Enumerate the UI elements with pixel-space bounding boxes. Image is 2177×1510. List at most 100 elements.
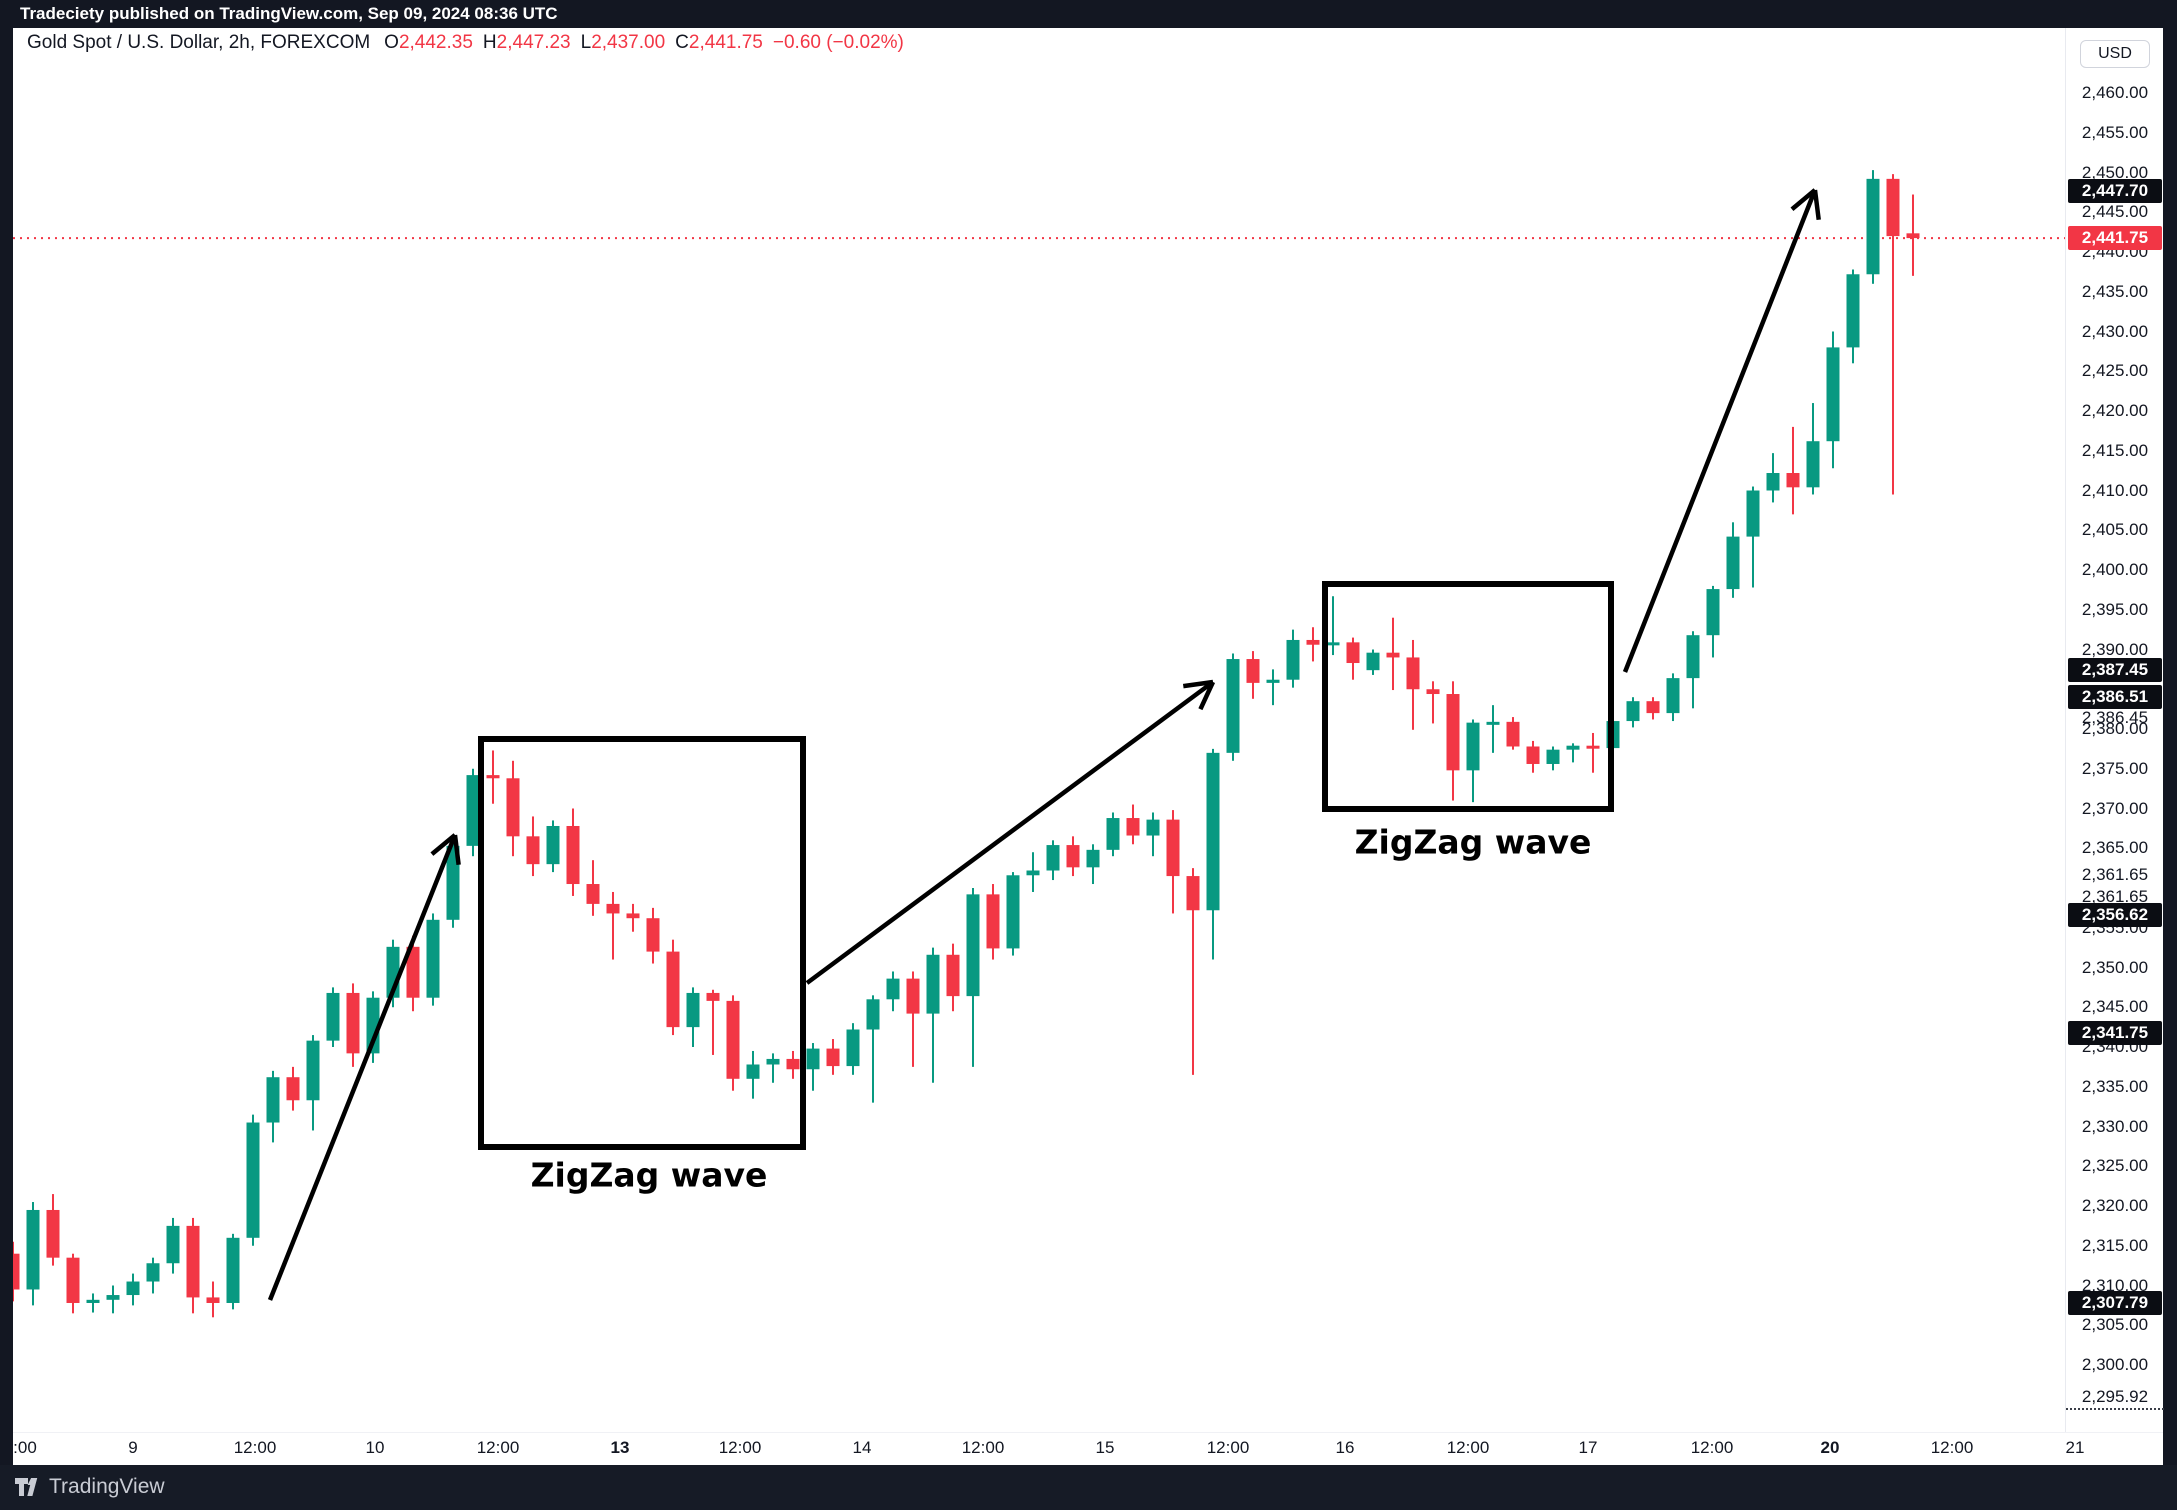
candle-body	[666, 951, 680, 1028]
candle-body	[586, 884, 600, 904]
candle-body	[1526, 746, 1540, 764]
time-axis-tick: 12:00	[1930, 1438, 1974, 1457]
candle-body	[1506, 721, 1520, 747]
candlestick-plot-area[interactable]: ZigZag wave ZigZag wave	[13, 58, 2065, 1432]
zigzag-annotation-box[interactable]	[478, 736, 806, 1150]
trend-arrow[interactable]	[805, 680, 1215, 985]
candle-body	[1246, 659, 1260, 683]
candle-body	[1746, 490, 1760, 537]
ohlc-close: C2,441.75	[675, 32, 763, 53]
time-axis-tick: 21	[2065, 1438, 2085, 1457]
chart-legend[interactable]: Gold Spot / U.S. Dollar, 2h, FOREXCOM O2,…	[13, 28, 2065, 58]
candle-body	[1106, 818, 1120, 850]
candle-body	[1486, 721, 1500, 725]
price-axis-label: 2,435.00	[2081, 281, 2149, 301]
candle-body	[1806, 441, 1820, 488]
time-axis-tick: 14	[852, 1438, 872, 1457]
price-axis-label: 2,460.00	[2081, 83, 2149, 102]
trend-arrow[interactable]	[267, 834, 458, 1301]
publish-attribution-bar: Tradeciety published on TradingView.com,…	[0, 0, 2177, 28]
candlestick-chart[interactable]	[13, 58, 2065, 1432]
price-axis-label: 2,325.00	[2081, 1156, 2149, 1176]
tradingview-brand-text: TradingView	[49, 1475, 165, 1498]
price-level-badge: 2,341.75	[2068, 1021, 2162, 1046]
candle-body	[1906, 233, 1920, 239]
price-level-badge: 2,307.79	[2068, 1291, 2162, 1316]
candle-body	[686, 992, 700, 1028]
price-axis-label: 2,361.65	[2081, 887, 2149, 906]
time-axis-tick: 12:00	[233, 1438, 277, 1457]
zigzag-wave-label-2: ZigZag wave	[1354, 822, 1592, 862]
ohlc-open: O2,442.35	[384, 32, 473, 53]
price-axis-label: 2,365.00	[2081, 838, 2149, 858]
candle-body	[1646, 701, 1660, 714]
candle-body	[606, 903, 620, 914]
time-axis-tick: 9	[128, 1438, 138, 1457]
price-axis-label: 2,380.00	[2081, 719, 2149, 738]
price-level-badge: 2,386.51	[2068, 685, 2162, 709]
candle-body	[306, 1040, 320, 1101]
tradingview-brand[interactable]: TradingView	[14, 1475, 165, 1499]
candle-body	[106, 1295, 120, 1300]
candle-body	[1626, 701, 1640, 722]
candle-body	[726, 1000, 740, 1079]
symbol-title[interactable]: Gold Spot / U.S. Dollar, 2h, FOREXCOM	[27, 32, 371, 53]
chart-content: Gold Spot / U.S. Dollar, 2h, FOREXCOM O2,…	[13, 28, 2164, 1465]
price-axis-label: 2,320.00	[2081, 1196, 2149, 1215]
candle-body	[806, 1048, 820, 1070]
candle-body	[1366, 652, 1380, 671]
time-axis-tick: :00	[13, 1438, 37, 1457]
candle-body	[1166, 819, 1180, 877]
trend-arrow-head	[430, 833, 457, 856]
time-axis-tick: 13	[610, 1438, 630, 1457]
trend-arrow-head	[452, 834, 461, 866]
candle-body	[346, 992, 360, 1054]
candle-body	[1406, 657, 1420, 690]
candle-body	[526, 836, 540, 865]
candle-body	[166, 1225, 180, 1264]
time-axis[interactable]: :00 9 12:00 10 12:00 13 12:00 14 12:00 15 12:00 16 1…	[13, 1432, 2163, 1465]
candle-body	[1386, 652, 1400, 658]
candle-body	[206, 1297, 220, 1303]
candle-body	[1006, 875, 1020, 949]
candle-body	[926, 954, 940, 1014]
candle-body	[266, 1077, 280, 1123]
zigzag-annotation-box[interactable]	[1322, 581, 1614, 812]
ohlc-low: L2,437.00	[580, 32, 666, 53]
candle-body	[966, 894, 980, 997]
currency-toggle-button[interactable]: USD	[2080, 40, 2150, 68]
candle-body	[126, 1281, 140, 1296]
candle-body	[1866, 178, 1880, 275]
candle-body	[646, 918, 660, 952]
price-axis-label: 2,405.00	[2081, 520, 2149, 540]
candle-body	[626, 913, 640, 919]
time-axis-tick: 12:00	[961, 1438, 1005, 1457]
trend-arrow[interactable]	[1622, 189, 1818, 673]
trend-arrow-head	[1790, 188, 1817, 211]
price-axis-label: 2,386.45	[2081, 708, 2149, 727]
time-axis-tick: 12:00	[1446, 1438, 1490, 1457]
candle-body	[786, 1058, 800, 1070]
candle-body	[1766, 473, 1780, 491]
candle-body	[1046, 845, 1060, 871]
time-axis-tick: 20	[1820, 1438, 1840, 1457]
price-axis-label: 2,361.65	[2081, 864, 2149, 884]
price-axis-label: 2,410.00	[2081, 480, 2149, 500]
candle-body	[1686, 635, 1700, 679]
price-axis-label: 2,315.00	[2081, 1235, 2149, 1255]
candle-body	[1286, 639, 1300, 680]
price-axis-label: 2,330.00	[2081, 1116, 2149, 1136]
time-axis-tick: 17	[1578, 1438, 1598, 1457]
time-axis-tick: 12:00	[1206, 1438, 1250, 1457]
price-axis[interactable]: USD 2,460.00 2,455.00 2,450.00 2,445.00 2,44…	[2065, 28, 2164, 1465]
price-axis-label: 2,335.00	[2081, 1076, 2149, 1096]
candle-body	[846, 1029, 860, 1067]
candle-body	[406, 946, 420, 998]
price-axis-label: 2,310.00	[2081, 1275, 2149, 1295]
ohlc-high: H2,447.23	[482, 32, 571, 53]
time-axis-tick: 12:00	[476, 1438, 520, 1457]
candle-body	[486, 775, 500, 779]
price-axis-label: 2,390.00	[2081, 639, 2149, 659]
candle-body	[366, 997, 380, 1054]
